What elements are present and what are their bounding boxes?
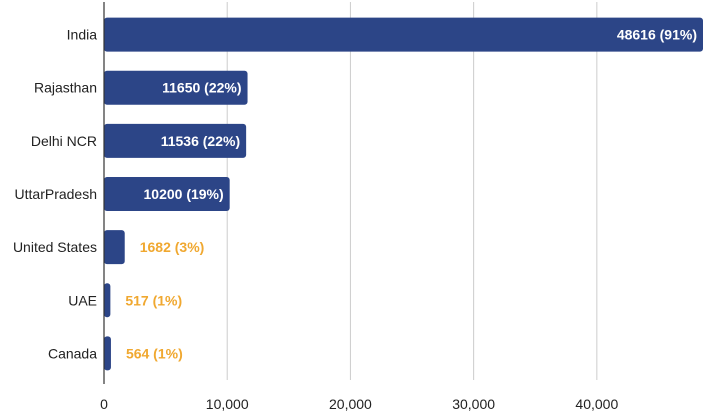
- category-label: Delhi NCR: [31, 133, 97, 149]
- data-label: 48616 (91%): [617, 27, 697, 43]
- gridlines: [226, 2, 598, 380]
- labels: 0 10,000 20,000 30,000 40,000 India 48616 (91%…: [13, 27, 697, 412]
- bar-united-states: [104, 230, 125, 265]
- category-label: United States: [13, 239, 97, 255]
- x-tick-label: 10,000: [206, 396, 249, 412]
- data-label: 517 (1%): [125, 292, 182, 308]
- x-tick-label: 0: [100, 396, 108, 412]
- data-label: 1682 (3%): [140, 239, 205, 255]
- bar-india: [104, 17, 703, 52]
- category-label: Rajasthan: [34, 80, 97, 96]
- category-label: India: [67, 27, 98, 43]
- bars: [104, 17, 703, 371]
- data-label: 564 (1%): [126, 345, 183, 361]
- x-tick-label: 40,000: [575, 396, 618, 412]
- category-label: UttarPradesh: [15, 186, 97, 202]
- x-tick-label: 30,000: [452, 396, 495, 412]
- bar-rajasthan: [104, 70, 248, 105]
- bar-delhi-ncr: [104, 123, 247, 158]
- data-label: 11650 (22%): [162, 80, 241, 96]
- bar-uttarpradesh: [104, 177, 230, 211]
- bar-canada: [104, 336, 111, 371]
- bar-uae: [104, 283, 111, 318]
- data-label: 10200 (19%): [144, 186, 224, 202]
- data-label: 11536 (22%): [161, 133, 240, 149]
- category-label: UAE: [68, 292, 97, 308]
- x-tick-label: 20,000: [329, 396, 372, 412]
- category-label: Canada: [48, 345, 97, 361]
